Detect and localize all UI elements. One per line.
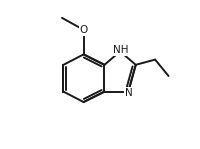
Text: O: O xyxy=(79,25,88,35)
Text: NH: NH xyxy=(113,45,129,55)
Text: N: N xyxy=(125,88,132,98)
